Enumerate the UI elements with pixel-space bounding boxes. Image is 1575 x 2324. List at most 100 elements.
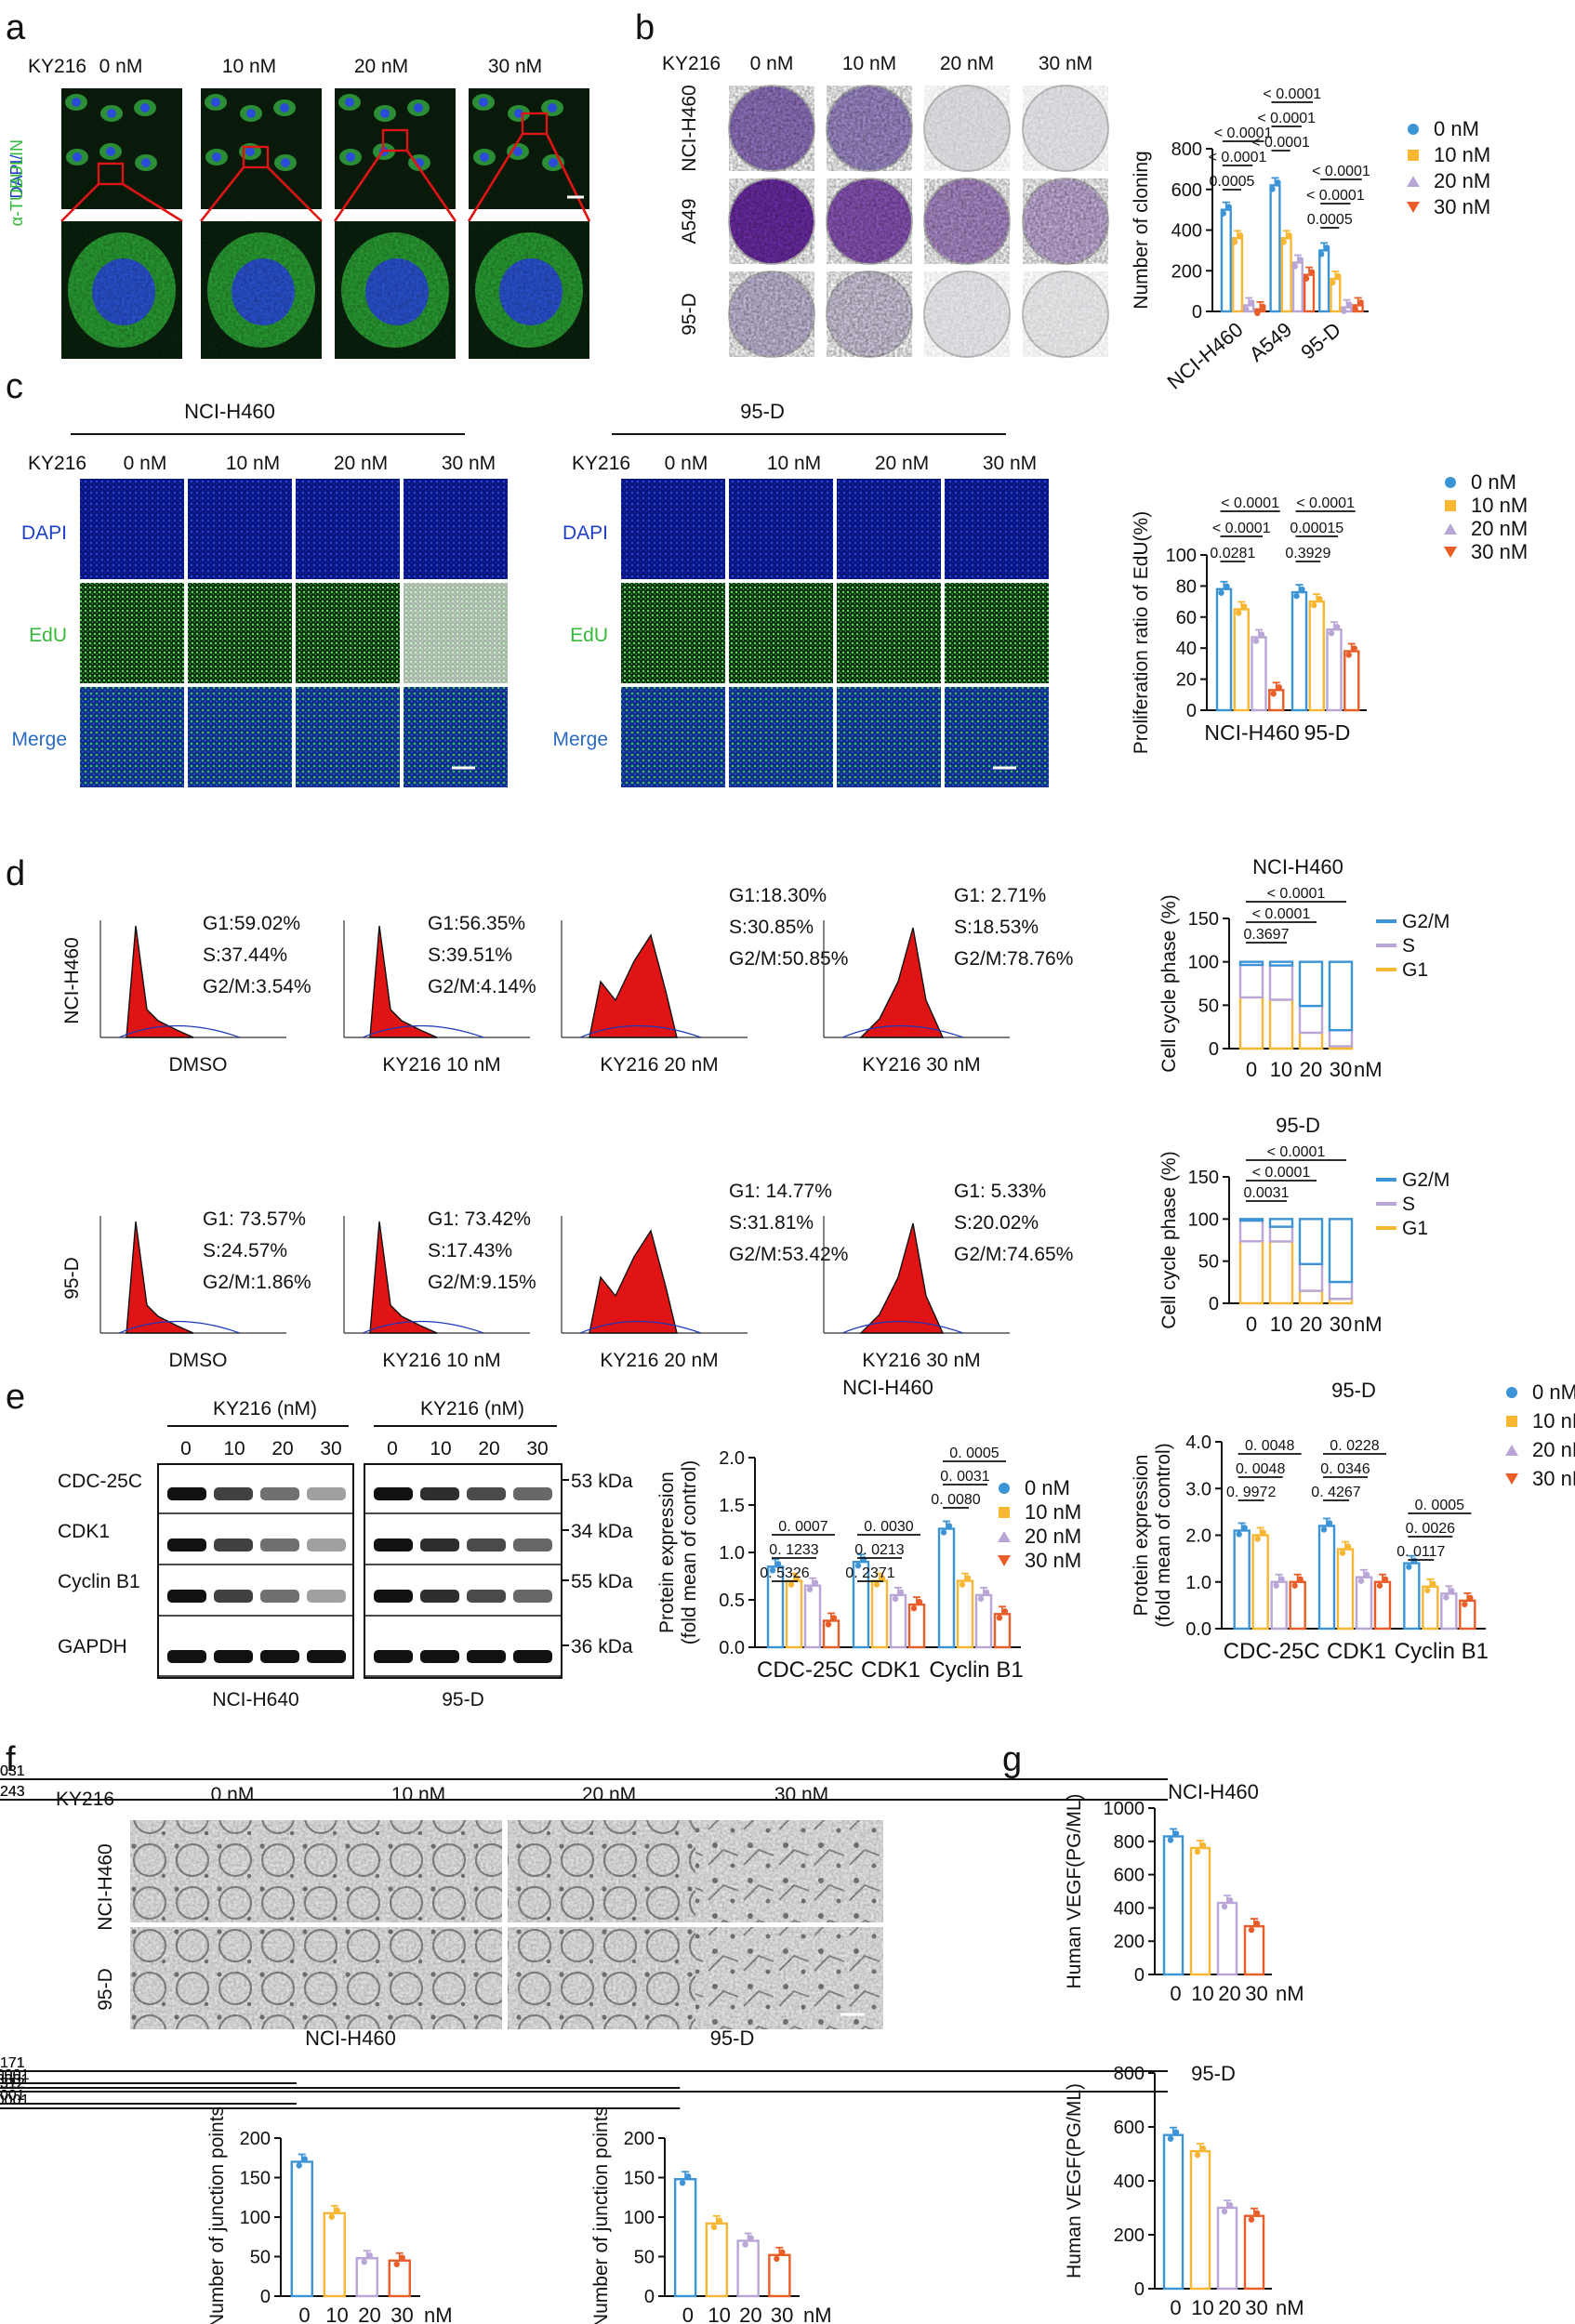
bar: [1343, 650, 1360, 712]
p-value-label: 0. 0243: [0, 1784, 25, 1800]
data-point: [679, 2180, 686, 2186]
edu-image: [404, 479, 508, 579]
y-tick-label: 2.0: [1185, 1526, 1211, 1547]
x-tick-label: 20: [1300, 1313, 1322, 1336]
cell-cycle-chart: 0 50 100 150 Cell cycle phase (%) 95-D 0 10 20 30…: [1158, 1114, 1449, 1336]
blot-band: [374, 1590, 413, 1603]
p-value-label: 0.0005: [1209, 174, 1254, 190]
stain-label-2: α-TUBULIN: [7, 139, 26, 226]
y-tick-label: 0: [1186, 701, 1197, 721]
data-point: [1241, 1525, 1248, 1531]
x-tick-label: CDC-25C: [1224, 1639, 1320, 1664]
bar: [1251, 636, 1267, 712]
y-tick-label: 400: [1114, 1898, 1145, 1919]
panel-letter: b: [635, 8, 655, 47]
zoom-line: [405, 150, 457, 222]
data-point: [1339, 1550, 1346, 1556]
histogram-fill: [859, 1222, 945, 1334]
row-label: NCI-H460: [679, 85, 700, 171]
data-point: [996, 1615, 1003, 1621]
legend-marker: [999, 1507, 1010, 1518]
texture: [335, 221, 456, 359]
phase-stat: G1:56.35%: [428, 913, 525, 934]
data-point: [1221, 1903, 1228, 1910]
group-label: 95-D: [740, 400, 785, 423]
y-tick-label: 600: [1171, 180, 1202, 201]
nucleus: [380, 109, 390, 118]
blot-band: [467, 1590, 506, 1603]
bar: [1189, 2149, 1211, 2291]
bar: [1269, 184, 1281, 313]
data-point: [1221, 2208, 1228, 2215]
x-unit: nM: [1276, 1982, 1304, 2005]
data-point: [1328, 629, 1335, 637]
p-value-label: < 0.0001: [1221, 495, 1279, 511]
data-point: [1443, 1594, 1449, 1601]
edu-image: [729, 583, 833, 683]
data-point: [334, 2207, 340, 2213]
data-point: [1330, 279, 1336, 286]
legend-marker: [1408, 150, 1419, 161]
histogram-fill: [859, 927, 945, 1038]
bar: [1355, 1576, 1373, 1631]
bar: [1233, 608, 1250, 712]
data-point: [1269, 186, 1276, 192]
x-tick-label: 20: [1218, 1982, 1240, 2005]
nucleus: [140, 103, 150, 112]
data-point: [1345, 652, 1352, 658]
data-point: [1308, 269, 1316, 275]
blot-band: [214, 1650, 253, 1663]
histogram-caption: DMSO: [169, 1350, 228, 1371]
phase-stat: S:18.53%: [954, 917, 1039, 938]
tube-texture: [695, 1820, 883, 1922]
condition-label: 30 nM: [442, 453, 496, 474]
cell-line-label: 95-D: [442, 1689, 484, 1710]
panel-letter: c: [6, 367, 23, 406]
texture: [469, 221, 589, 359]
chart-title: 95-D: [1191, 2062, 1236, 2085]
tube-texture: [508, 1927, 695, 2029]
chart-title: 95-D: [710, 2027, 755, 2050]
x-tick-label: 10: [708, 2304, 730, 2324]
zoom-box: [242, 145, 270, 169]
stacked-segment: [1268, 1225, 1294, 1243]
x-tick-label: 20: [739, 2304, 761, 2324]
x-tick-label: 30: [390, 2304, 413, 2324]
condition-label: 30 nM: [1039, 53, 1092, 74]
legend-marker: [1506, 1416, 1517, 1427]
data-point: [1376, 1582, 1383, 1589]
p-value-label: < 0.0001: [1251, 135, 1310, 151]
bar: [1291, 261, 1304, 313]
phase-stat: G2/M:1.86%: [203, 1272, 311, 1293]
bar: [1216, 2206, 1238, 2291]
blot-band: [374, 1650, 413, 1663]
legend-marker: [1444, 547, 1457, 558]
kda-label: 53 kDa: [571, 1471, 633, 1492]
data-point: [1224, 583, 1230, 589]
phase-stat: G2/M:50.85%: [729, 948, 848, 970]
data-point: [1344, 1543, 1352, 1550]
lane-label: 10: [223, 1438, 245, 1459]
y-tick-label: 150: [624, 2169, 655, 2189]
bar: [1189, 1846, 1211, 1976]
p-value-label: 0.0031: [1244, 1185, 1290, 1201]
row-label: 95-D: [679, 293, 700, 336]
protein-label: CDC-25C: [58, 1471, 142, 1492]
legend-label: 20 nM: [1025, 1525, 1081, 1548]
x-tick-label: NCI-H460: [1204, 720, 1299, 745]
blot-band: [420, 1590, 459, 1603]
microscopy-tile: [333, 88, 457, 359]
bar: [1162, 1835, 1185, 1976]
data-point: [748, 2235, 754, 2241]
data-point: [1346, 301, 1353, 308]
legend-label: 30 nM: [1025, 1549, 1081, 1572]
condition-label: 10 nM: [222, 56, 276, 77]
y-axis-label: Proliferation ratio of EdU(%): [1131, 511, 1152, 754]
edu-image: [296, 687, 400, 787]
histogram: KY216 20 nM G1:18.30% S:30.85% G2/M:50.85%: [561, 885, 848, 1076]
phase-stat: G1: 2.71%: [954, 885, 1046, 906]
nucleus: [414, 103, 423, 112]
bar: [290, 2160, 313, 2298]
histogram: KY216 30 nM G1: 2.71% S:18.53% G2/M:78.76%: [823, 885, 1073, 1076]
